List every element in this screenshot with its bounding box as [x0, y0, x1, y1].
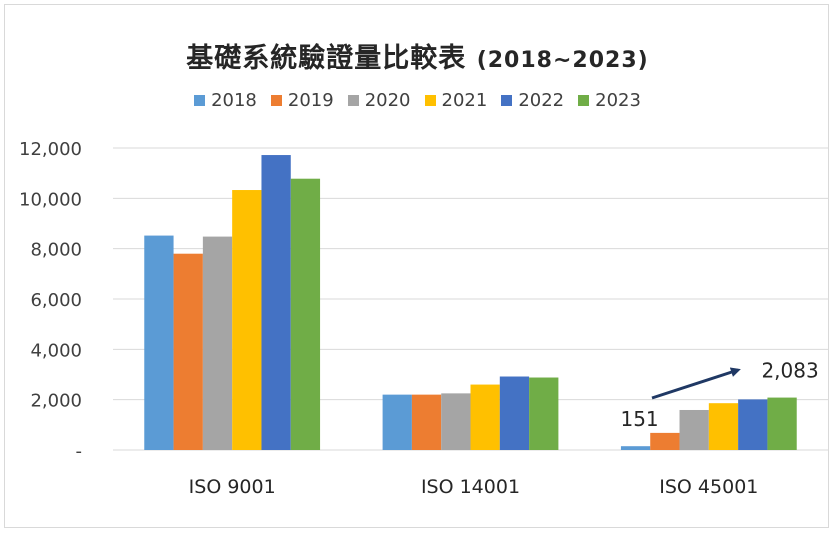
- bar-2022: [738, 399, 768, 450]
- legend-label: 2019: [287, 90, 334, 111]
- x-axis: ISO 9001 ISO 14001 ISO 45001: [189, 476, 759, 498]
- x-category-label: ISO 9001: [189, 476, 276, 498]
- bar-2020: [441, 393, 471, 450]
- data-label: 2,083: [761, 359, 818, 383]
- bar-2023: [290, 178, 321, 450]
- chart-legend: 2018 2019 2020 2021 2022 2023: [0, 90, 835, 111]
- bar-2023: [767, 397, 797, 450]
- legend-item-2019: 2019: [270, 90, 334, 111]
- legend-swatch: [194, 95, 206, 106]
- bar-2021: [232, 190, 262, 451]
- bar-2021: [708, 403, 739, 450]
- legend-label: 2020: [364, 90, 411, 111]
- y-tick-label: 10,000: [19, 189, 82, 210]
- legend-swatch: [424, 95, 436, 106]
- chart-title-main: 基礎系統驗證量比較表: [186, 43, 467, 74]
- legend-item-2023: 2023: [578, 90, 641, 111]
- y-tick-label: -: [76, 441, 83, 462]
- legend-item-2018: 2018: [194, 90, 257, 111]
- chart-title: 基礎系統驗證量比較表 (2018~2023): [0, 36, 835, 75]
- legend-label: 2023: [595, 90, 641, 111]
- bar-2022: [499, 376, 530, 450]
- trend-arrow-icon: [651, 367, 741, 400]
- legend-label: 2018: [211, 90, 257, 111]
- legend-item-2021: 2021: [424, 90, 488, 111]
- bar-2019: [411, 394, 442, 450]
- bar-2019: [173, 253, 203, 450]
- x-category-label: ISO 45001: [659, 476, 758, 498]
- data-label: 151: [620, 407, 658, 431]
- y-tick-label: 4,000: [30, 340, 82, 361]
- x-category-label: ISO 14001: [421, 476, 520, 498]
- bar-2018: [620, 446, 651, 450]
- bar-2022: [261, 155, 291, 450]
- annotations: 151 2,083: [620, 359, 818, 432]
- legend-swatch: [347, 95, 359, 106]
- bar-2023: [529, 377, 559, 450]
- y-tick-label: 8,000: [30, 240, 82, 261]
- y-axis: - 2,000 4,000 6,000 8,000 10,000 12,000: [19, 139, 82, 462]
- bar-2018: [382, 394, 412, 450]
- y-tick-label: 6,000: [30, 290, 82, 311]
- legend-item-2020: 2020: [347, 90, 411, 111]
- bar-2021: [470, 384, 500, 450]
- bar-2020: [679, 409, 709, 450]
- bars: [144, 155, 797, 451]
- legend-swatch: [578, 95, 590, 106]
- legend-item-2022: 2022: [501, 90, 564, 111]
- legend-swatch: [270, 95, 282, 106]
- bar-2020: [202, 236, 233, 450]
- y-tick-label: 2,000: [30, 391, 82, 412]
- legend-label: 2022: [518, 90, 565, 111]
- legend-swatch: [501, 95, 513, 106]
- bar-2018: [144, 235, 174, 450]
- bar-2019: [650, 432, 680, 450]
- y-tick-label: 12,000: [19, 139, 82, 160]
- chart-title-subtitle: (2018~2023): [476, 48, 649, 73]
- legend-label: 2021: [441, 90, 488, 111]
